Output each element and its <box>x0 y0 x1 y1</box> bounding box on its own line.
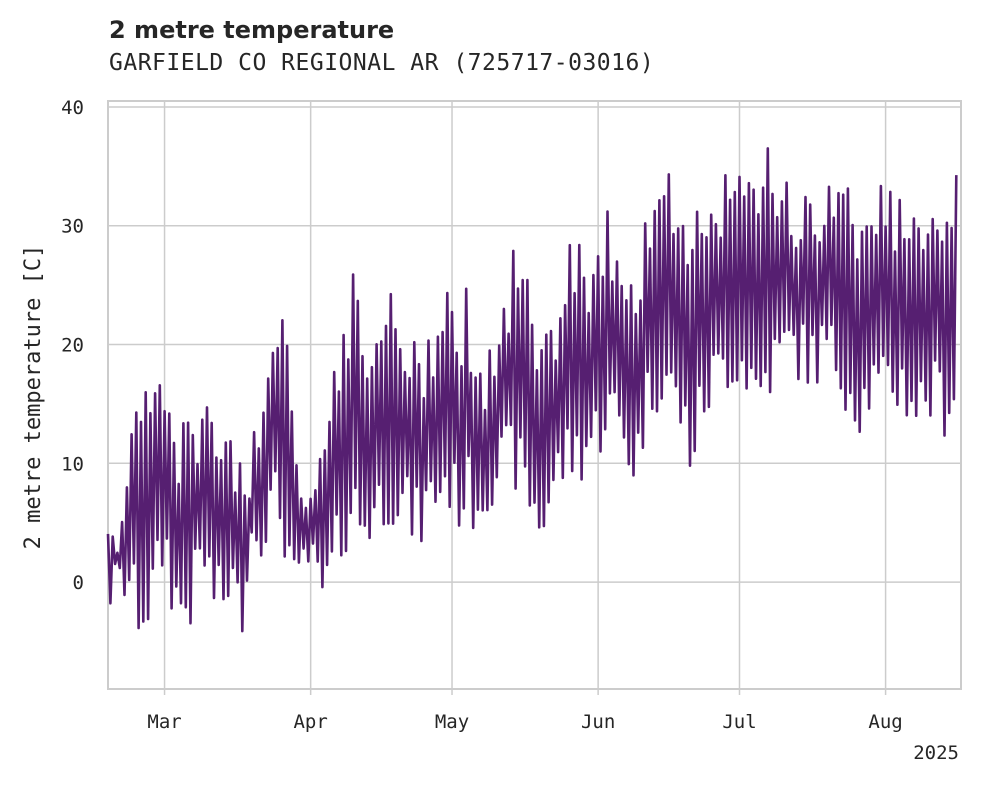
x-tick-label: Aug <box>868 711 902 733</box>
plot-area <box>107 100 962 690</box>
x-tick-label: Mar <box>147 711 181 733</box>
x-tick-label: Jul <box>722 711 756 733</box>
x-tick-label: Apr <box>293 711 327 733</box>
y-tick-label: 30 <box>61 216 84 238</box>
y-axis-label: 2 metre temperature [C] <box>21 245 46 550</box>
x-offset-label: 2025 <box>913 742 959 764</box>
y-tick-label: 0 <box>73 572 84 594</box>
chart-title: 2 metre temperature <box>109 16 395 44</box>
x-tick-label: Jun <box>581 711 615 733</box>
temperature-series-line <box>106 147 958 633</box>
axis-ticks: 0 10 20 30 40 Mar Apr May Jun Jul Aug <box>61 97 903 733</box>
chart-subtitle: GARFIELD CO REGIONAL AR (725717-03016) <box>109 50 655 76</box>
y-tick-label: 40 <box>61 97 84 119</box>
y-tick-label: 10 <box>61 453 84 475</box>
series-layer <box>106 147 958 633</box>
x-tick-label: May <box>435 711 469 733</box>
y-tick-label: 20 <box>61 335 84 357</box>
